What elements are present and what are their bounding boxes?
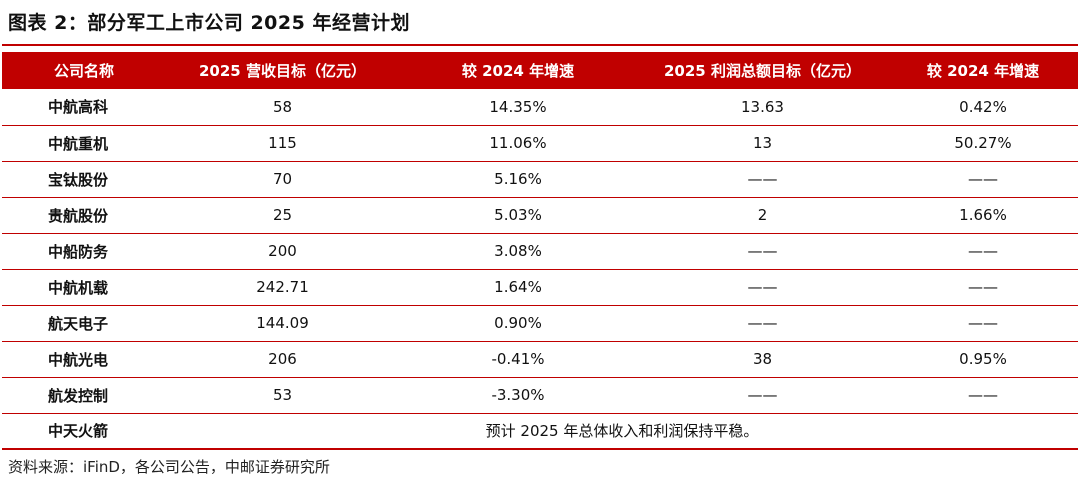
header-revenue-target: 2025 营收目标（亿元）: [199, 62, 366, 80]
revenue-target: 206: [268, 350, 297, 368]
table-row: 中航高科 58 14.35% 13.63 0.42%: [2, 89, 1078, 125]
revenue-growth: 3.08%: [494, 242, 542, 260]
revenue-growth: 14.35%: [489, 97, 547, 116]
title-divider: [2, 44, 1078, 46]
table-row-summary: 中天火箭 预计 2025 年总体收入和利润保持平稳。: [2, 413, 1078, 449]
table-row: 中船防务 200 3.08% —— ——: [2, 233, 1078, 269]
header-row: 公司名称 2025 营收目标（亿元） 较 2024 年增速 2025 利润总额目…: [2, 52, 1078, 89]
revenue-target: 115: [268, 134, 297, 152]
profit-target: ——: [747, 314, 778, 332]
company-name: 中航光电: [48, 350, 109, 369]
revenue-target: 200: [268, 242, 297, 260]
profit-target: 2: [757, 206, 768, 224]
revenue-growth: 5.03%: [494, 206, 542, 224]
company-name: 宝钛股份: [48, 170, 109, 189]
table-body: 中航高科 58 14.35% 13.63 0.42% 中航重机 115 11.0…: [2, 89, 1078, 449]
profit-growth: ——: [968, 170, 998, 188]
table-row: 宝钛股份 70 5.16% —— ——: [2, 161, 1078, 197]
profit-target: 13: [752, 134, 773, 152]
table-row: 航天电子 144.09 0.90% —— ——: [2, 305, 1078, 341]
business-plan-table: 公司名称 2025 营收目标（亿元） 较 2024 年增速 2025 利润总额目…: [2, 52, 1078, 450]
profit-growth: ——: [968, 314, 998, 332]
profit-target: 13.63: [741, 97, 784, 116]
revenue-target: 58: [272, 97, 293, 116]
table-row: 航发控制 53 -3.30% —— ——: [2, 377, 1078, 413]
profit-growth: ——: [968, 242, 998, 260]
figure-header: 图表 2：部分军工上市公司 2025 年经营计划: [0, 0, 1080, 46]
profit-growth: ——: [968, 386, 998, 404]
company-name: 中天火箭: [48, 422, 109, 441]
profit-growth: 0.95%: [959, 350, 1007, 368]
header-profit-target: 2025 利润总额目标（亿元）: [664, 62, 861, 80]
revenue-target: 53: [272, 386, 293, 404]
revenue-target: 242.71: [256, 278, 309, 296]
revenue-growth: 5.16%: [494, 170, 542, 188]
revenue-growth: -3.30%: [491, 386, 545, 404]
revenue-growth: -0.41%: [491, 350, 545, 368]
table-header: 公司名称 2025 营收目标（亿元） 较 2024 年增速 2025 利润总额目…: [2, 52, 1078, 89]
company-name: 中船防务: [48, 242, 109, 261]
header-company: 公司名称: [53, 62, 114, 80]
source-note: 资料来源：iFinD，各公司公告，中邮证券研究所: [8, 458, 330, 476]
figure-title: 图表 2：部分军工上市公司 2025 年经营计划: [8, 12, 410, 34]
revenue-target: 25: [272, 206, 293, 224]
company-name: 航发控制: [48, 386, 109, 405]
header-profit-growth: 较 2024 年增速: [926, 62, 1040, 80]
revenue-target: 70: [272, 170, 293, 188]
table-row: 中航机载 242.71 1.64% —— ——: [2, 269, 1078, 305]
table-row: 中航光电 206 -0.41% 38 0.95%: [2, 341, 1078, 377]
profit-growth: 1.66%: [959, 206, 1007, 224]
company-name: 中航机载: [48, 278, 109, 297]
table-row: 中航重机 115 11.06% 13 50.27%: [2, 125, 1078, 161]
company-name: 中航高科: [48, 98, 109, 117]
revenue-target: 144.09: [256, 314, 309, 332]
header-revenue-growth: 较 2024 年增速: [461, 62, 575, 80]
revenue-growth: 1.64%: [494, 278, 542, 296]
profit-target: 38: [752, 350, 773, 368]
table-row: 贵航股份 25 5.03% 2 1.66%: [2, 197, 1078, 233]
profit-growth: ——: [968, 278, 998, 296]
company-name: 贵航股份: [48, 206, 109, 225]
company-name: 中航重机: [48, 134, 109, 153]
profit-target: ——: [747, 278, 778, 296]
company-name: 航天电子: [48, 314, 109, 333]
profit-target: ——: [747, 242, 778, 260]
profit-target: ——: [747, 170, 778, 188]
profit-growth: 50.27%: [954, 134, 1012, 152]
revenue-growth: 0.90%: [494, 314, 542, 332]
revenue-growth: 11.06%: [489, 134, 547, 152]
profit-growth: 0.42%: [959, 97, 1007, 116]
plan-note: 预计 2025 年总体收入和利润保持平稳。: [485, 422, 759, 441]
profit-target: ——: [747, 386, 778, 404]
